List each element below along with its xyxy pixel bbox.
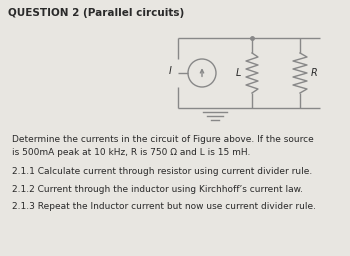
Text: 2.1.1 Calculate current through resistor using current divider rule.: 2.1.1 Calculate current through resistor…: [12, 167, 312, 176]
Text: I: I: [169, 66, 172, 76]
Text: R: R: [311, 68, 317, 78]
Text: Determine the currents in the circuit of Figure above. If the source: Determine the currents in the circuit of…: [12, 135, 314, 144]
Text: 2.1.2 Current through the inductor using Kirchhoff’s current law.: 2.1.2 Current through the inductor using…: [12, 185, 303, 194]
Text: 2.1.3 Repeat the Inductor current but now use current divider rule.: 2.1.3 Repeat the Inductor current but no…: [12, 202, 316, 211]
Text: QUESTION 2 (Parallel circuits): QUESTION 2 (Parallel circuits): [8, 8, 184, 18]
Text: is 500mA peak at 10 kHz, R is 750 Ω and L is 15 mH.: is 500mA peak at 10 kHz, R is 750 Ω and …: [12, 148, 250, 157]
Text: L: L: [235, 68, 241, 78]
